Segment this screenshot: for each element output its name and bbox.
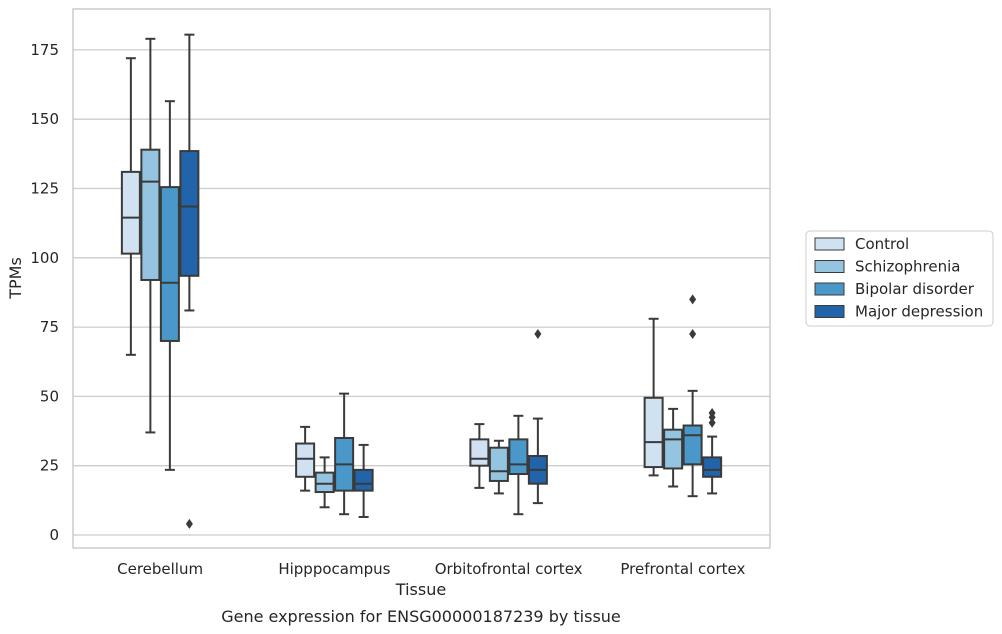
legend-label: Schizophrenia <box>855 258 960 276</box>
box-iqr <box>159 186 180 342</box>
box-iqr <box>682 424 703 466</box>
box-group <box>295 425 316 492</box>
box-iqr <box>120 170 141 255</box>
box-iqr <box>353 468 374 492</box>
box-group <box>469 423 490 489</box>
y-tick-label: 0 <box>49 526 59 544</box>
y-tick-label: 25 <box>40 457 59 475</box>
y-tick-label: 75 <box>40 318 59 336</box>
box-group <box>527 329 548 505</box>
box-group <box>508 414 529 516</box>
series-group <box>159 100 703 516</box>
box-iqr <box>140 148 161 281</box>
y-tick-label: 50 <box>40 387 59 405</box>
box-iqr <box>702 456 723 478</box>
legend-swatch <box>814 237 845 251</box>
legend-label: Major depression <box>855 303 983 321</box>
box-group <box>488 439 509 495</box>
box-group <box>334 392 355 516</box>
y-tick-label: 125 <box>30 180 59 198</box>
series-group <box>120 57 664 492</box>
x-tick-label: Cerebellum <box>117 560 203 578</box>
x-axis-title: Tissue <box>395 580 446 599</box>
box-group <box>702 408 723 495</box>
box-group <box>159 100 180 471</box>
x-tick-label: Orbitofrontal cortex <box>435 560 583 578</box>
box-series <box>120 33 723 529</box>
outlier-point <box>708 417 716 428</box>
box-group <box>179 33 200 529</box>
box-group <box>643 317 664 477</box>
legend-swatch <box>814 305 845 318</box>
series-group <box>179 33 723 529</box>
outlier-point <box>689 294 697 305</box>
box-group <box>120 57 141 356</box>
y-axis-title: TPMs <box>6 257 25 300</box>
legend-swatch <box>814 260 845 273</box>
box-iqr <box>508 438 529 476</box>
box-iqr <box>469 438 490 467</box>
legend-label: Control <box>855 235 909 253</box>
x-tick-label: Hipppocampus <box>278 560 390 578</box>
legend-frame <box>805 230 994 327</box>
figure-caption: Gene expression for ENSG00000187239 by t… <box>221 607 621 626</box>
box-iqr <box>663 428 684 470</box>
box-iqr <box>314 471 335 494</box>
y-axis-ticks: 0 25 50 75 100 125 150 175 <box>30 41 59 544</box>
box-group <box>314 456 335 509</box>
outlier-point <box>534 329 542 340</box>
box-iqr <box>179 150 200 277</box>
plot-area-frame <box>72 8 771 549</box>
legend-swatch <box>814 282 845 296</box>
box-iqr <box>295 442 316 478</box>
box-group <box>682 294 703 498</box>
y-tick-label: 150 <box>30 110 59 128</box>
outlier-point <box>708 408 716 419</box>
box-iqr <box>488 446 509 482</box>
x-axis-ticks: Cerebellum Hipppocampus Orbitofrontal cort… <box>117 560 745 578</box>
outlier-point <box>689 329 697 340</box>
box-group <box>353 443 374 518</box>
legend-label: Bipolar disorder <box>855 280 975 298</box>
series-group <box>140 37 684 509</box>
x-tick-label: Prefrontal cortex <box>620 560 745 578</box>
box-group <box>663 407 684 488</box>
legend: Control Schizophrenia Bipolar disorder Majo… <box>805 230 994 327</box>
y-tick-label: 100 <box>30 249 59 267</box>
box-iqr <box>643 396 664 469</box>
outlier-point <box>185 518 193 529</box>
box-group <box>140 37 161 434</box>
y-tick-label: 175 <box>30 41 59 59</box>
